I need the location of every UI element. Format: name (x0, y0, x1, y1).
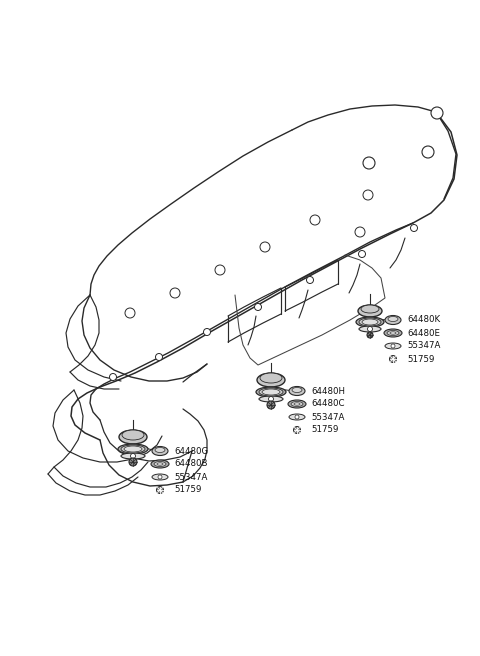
Ellipse shape (121, 445, 145, 453)
Circle shape (363, 190, 373, 200)
Ellipse shape (358, 305, 382, 317)
Circle shape (260, 242, 270, 252)
Ellipse shape (260, 373, 282, 383)
Circle shape (367, 332, 373, 338)
Circle shape (391, 344, 395, 348)
Ellipse shape (384, 329, 402, 337)
Ellipse shape (385, 343, 401, 349)
Ellipse shape (152, 447, 168, 455)
Ellipse shape (362, 319, 378, 325)
Ellipse shape (291, 401, 303, 407)
Ellipse shape (289, 414, 305, 420)
Ellipse shape (289, 386, 305, 396)
Circle shape (129, 458, 137, 466)
Circle shape (125, 308, 135, 318)
Circle shape (293, 426, 300, 434)
Circle shape (131, 453, 135, 459)
Circle shape (364, 158, 374, 168)
Ellipse shape (292, 388, 302, 392)
Circle shape (422, 146, 434, 158)
Ellipse shape (121, 453, 145, 459)
Circle shape (431, 107, 443, 119)
Circle shape (355, 227, 365, 237)
Circle shape (215, 265, 225, 275)
Circle shape (158, 475, 162, 479)
Ellipse shape (124, 446, 142, 452)
Ellipse shape (388, 316, 398, 321)
Text: 55347A: 55347A (407, 342, 440, 350)
Circle shape (268, 396, 274, 401)
Ellipse shape (151, 460, 169, 468)
Ellipse shape (288, 400, 306, 408)
Circle shape (204, 329, 211, 335)
Circle shape (389, 356, 396, 363)
Text: 64480C: 64480C (311, 400, 345, 409)
Circle shape (310, 215, 320, 225)
Ellipse shape (257, 373, 285, 387)
Ellipse shape (155, 447, 165, 453)
Text: 64480H: 64480H (311, 386, 345, 396)
Ellipse shape (390, 332, 396, 334)
Ellipse shape (154, 462, 166, 466)
Text: 64480K: 64480K (407, 316, 440, 325)
Text: 51759: 51759 (174, 485, 202, 495)
Ellipse shape (119, 430, 147, 444)
Circle shape (170, 288, 180, 298)
Ellipse shape (122, 430, 144, 440)
Ellipse shape (359, 318, 381, 326)
Circle shape (359, 251, 365, 258)
Text: 51759: 51759 (407, 354, 434, 363)
Ellipse shape (385, 316, 401, 325)
Ellipse shape (262, 389, 280, 395)
Circle shape (109, 373, 117, 380)
Text: 51759: 51759 (311, 426, 338, 434)
Text: 55347A: 55347A (174, 472, 207, 482)
Ellipse shape (118, 444, 148, 454)
Text: 55347A: 55347A (311, 413, 344, 422)
Ellipse shape (259, 388, 283, 396)
Circle shape (368, 327, 372, 331)
Ellipse shape (361, 305, 379, 313)
Text: 64480B: 64480B (174, 459, 207, 468)
Ellipse shape (387, 331, 399, 335)
Circle shape (156, 354, 163, 361)
Ellipse shape (359, 326, 381, 332)
Circle shape (254, 304, 262, 310)
Circle shape (307, 276, 313, 283)
Ellipse shape (152, 474, 168, 480)
Circle shape (363, 157, 375, 169)
Ellipse shape (157, 462, 163, 465)
Ellipse shape (259, 396, 283, 402)
Ellipse shape (256, 387, 286, 397)
Circle shape (156, 487, 164, 493)
Circle shape (295, 415, 299, 419)
Ellipse shape (356, 317, 384, 327)
Text: 64480G: 64480G (174, 447, 208, 455)
Circle shape (267, 401, 275, 409)
Ellipse shape (294, 403, 300, 405)
Circle shape (410, 224, 418, 232)
Text: 64480E: 64480E (407, 329, 440, 337)
Circle shape (423, 147, 433, 157)
